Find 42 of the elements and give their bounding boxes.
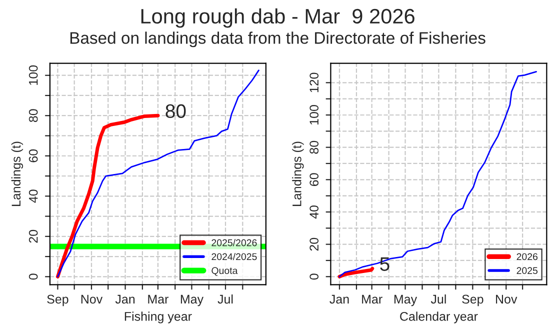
line-series — [338, 70, 537, 278]
chart-title: Long rough dab - Mar 9 2026 — [141, 8, 414, 28]
x-tick-label: Mar — [362, 294, 382, 304]
legend-label: 2026 — [516, 253, 538, 260]
x-tick-label: Jan — [115, 294, 135, 304]
legend-label: Quota — [212, 267, 238, 276]
y-tick-label: 100 — [28, 65, 38, 85]
x-tick-label: Jul — [430, 294, 446, 304]
y-axis-title: Landings (t) — [292, 142, 304, 206]
y-axis-title: Landings (t) — [11, 142, 24, 206]
x-tick-label: Sep — [462, 294, 484, 306]
x-tick-label: Mar — [148, 294, 168, 304]
y-tick-label: 20 — [310, 238, 319, 251]
y-tick-label: 20 — [28, 230, 38, 243]
y-tick-label: 40 — [28, 190, 38, 203]
y-tick-label: 60 — [310, 173, 319, 186]
line-series — [338, 266, 374, 278]
x-tick-label: May — [394, 294, 418, 306]
y-tick-label: 120 — [310, 72, 319, 92]
line-series — [56, 114, 160, 278]
annotation: 80 — [166, 104, 186, 118]
y-tick-label: 0 — [28, 274, 38, 280]
annotation: 5 — [380, 257, 390, 271]
x-axis-title: Calendar year — [400, 312, 478, 324]
y-tick-label: 80 — [310, 140, 319, 154]
x-tick-label: Jan — [330, 294, 349, 304]
y-tick-label: 100 — [310, 105, 319, 124]
y-tick-label: 40 — [310, 206, 319, 219]
x-tick-label: May — [180, 294, 204, 306]
y-tick-label: 80 — [28, 109, 38, 122]
line-series — [57, 70, 260, 278]
x-tick-label: Nov — [496, 294, 518, 304]
legend-label: 2024/2025 — [212, 252, 257, 260]
x-tick-label: Nov — [81, 294, 103, 304]
y-tick-label: 60 — [28, 149, 38, 162]
x-tick-label: Sep — [47, 294, 68, 306]
x-tick-label: Jul — [218, 294, 233, 304]
y-tick-label: 0 — [310, 274, 319, 280]
legend-label: 2025 — [516, 267, 538, 274]
chart-subtitle: Based on landings data from the Directorate of Fisheries — [70, 32, 486, 48]
legend-label: 2025/2026 — [212, 239, 257, 246]
x-axis-title: Fishing year — [124, 312, 192, 324]
